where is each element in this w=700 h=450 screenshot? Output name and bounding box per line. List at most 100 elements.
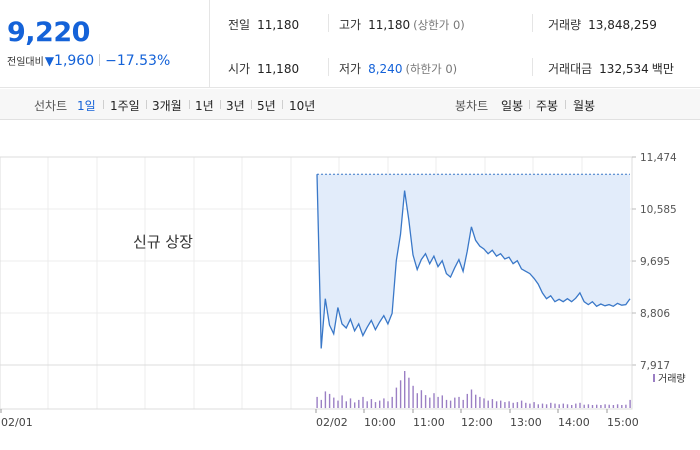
- down-arrow-icon: ▼: [44, 54, 55, 68]
- tab-10year[interactable]: 10년: [289, 99, 316, 113]
- x-tick-label: 13:00: [510, 416, 542, 429]
- stat-label: 거래대금: [548, 62, 593, 76]
- change-divider: [99, 54, 101, 66]
- volume-bar: [533, 402, 535, 408]
- tab-monthly-candle[interactable]: 월봉: [573, 99, 596, 113]
- x-tick-label: 15:00: [607, 416, 639, 429]
- volume-bar: [462, 399, 464, 408]
- stat-value: 11,180: [257, 62, 300, 76]
- stat-divider: [532, 58, 533, 76]
- volume-bar: [487, 400, 489, 408]
- price-area: [317, 174, 630, 349]
- volume-bar: [354, 402, 356, 408]
- stat-value: 13,848,259: [588, 18, 657, 32]
- tab-1year[interactable]: 1년: [195, 99, 214, 113]
- volume-bar: [583, 404, 585, 408]
- volume-bar: [391, 396, 393, 408]
- volume-bar: [483, 398, 485, 408]
- stat-value: 11,180: [257, 18, 300, 32]
- volume-bar: [616, 404, 619, 408]
- stat-label: 저가: [339, 62, 362, 76]
- volume-bar: [374, 402, 377, 408]
- volume-bar: [408, 377, 410, 408]
- volume-bar: [500, 400, 502, 408]
- volume-bar: [475, 394, 477, 408]
- price-chart: 신규 상장 11,474 10,585 9,695 8,806 7,917 거래량 02…: [0, 152, 686, 429]
- tab-3year[interactable]: 3년: [226, 99, 245, 113]
- volume-bar: [399, 380, 402, 409]
- volume-bar: [529, 403, 531, 408]
- quote-header: 9,220 전일대비▼1,960 −17.53% 전일 11,180 시가 11,18…: [0, 0, 700, 88]
- chart-tabbar: 선차트 1일 1주일 3개월 1년 3년 5년 10년 봉차트 일봉 주봉 월봉: [0, 89, 700, 120]
- y-tick-label: 11,474: [640, 152, 677, 164]
- volume-bar: [604, 404, 606, 408]
- volume-bar: [362, 396, 364, 408]
- volume-bar: [512, 402, 514, 408]
- volume-bar: [629, 399, 631, 408]
- stat-value: 132,534: [599, 62, 649, 76]
- volume-bar: [420, 390, 423, 408]
- current-price: 9,220: [7, 17, 90, 48]
- volume-bar: [337, 400, 339, 408]
- x-tick-label: 12:00: [461, 416, 493, 429]
- volume-bar: [550, 402, 552, 408]
- volume-bar: [445, 399, 448, 408]
- stat-value: 8,240: [368, 62, 403, 76]
- volume-bar: [491, 399, 494, 408]
- volume-bar: [558, 404, 560, 408]
- change-label: 전일대비: [7, 57, 44, 68]
- chart-annotation: 신규 상장: [133, 233, 193, 251]
- volume-bar: [441, 395, 443, 408]
- y-tick-label: 8,806: [640, 308, 670, 320]
- tab-5year[interactable]: 5년: [257, 99, 276, 113]
- volume-bar: [621, 405, 623, 408]
- volume-legend-swatch: [653, 374, 655, 382]
- volume-bar: [479, 396, 481, 408]
- stat-label: 전일: [228, 18, 251, 32]
- volume-bar: [537, 404, 539, 408]
- stat-divider: [532, 14, 533, 32]
- volume-legend-label: 거래량: [658, 373, 686, 385]
- tab-daily-candle[interactable]: 일봉: [501, 99, 524, 113]
- stat-volume: 거래량 13,848,259: [548, 16, 657, 33]
- x-tick-label: 14:00: [558, 416, 590, 429]
- stat-prev-close: 전일 11,180: [228, 16, 299, 33]
- stat-divider: [328, 14, 329, 32]
- stat-label: 시가: [228, 62, 251, 76]
- stat-low: 저가 8,240 (하한가 0): [339, 60, 457, 77]
- volume-bar: [495, 401, 498, 408]
- volume-bar: [545, 404, 548, 408]
- volume-bar: [612, 405, 615, 408]
- volume-bar: [349, 398, 352, 408]
- x-tick-label: 11:00: [413, 416, 445, 429]
- volume-bar: [587, 404, 590, 408]
- volume-bar: [504, 402, 506, 408]
- tab-3month[interactable]: 3개월: [152, 99, 182, 113]
- stat-note: (하한가 0): [405, 62, 458, 76]
- price-box: 9,220 전일대비▼1,960 −17.53%: [0, 0, 210, 88]
- stat-amount: 거래대금 132,534 백만: [548, 60, 674, 77]
- tab-divider: [220, 100, 221, 109]
- volume-bar: [596, 404, 598, 408]
- volume-bar: [625, 404, 627, 408]
- volume-bar: [575, 403, 577, 408]
- tab-divider: [146, 100, 147, 109]
- volume-bar: [562, 403, 564, 408]
- tab-divider: [565, 100, 566, 109]
- volume-bar: [324, 391, 327, 409]
- volume-bar: [554, 403, 556, 408]
- volume-bar: [600, 405, 602, 408]
- volume-bar: [341, 395, 343, 408]
- volume-bar: [416, 393, 418, 408]
- price-line: [316, 174, 631, 349]
- tab-1week[interactable]: 1주일: [110, 99, 140, 113]
- y-tick-label: 9,695: [640, 256, 670, 268]
- tab-1day[interactable]: 1일: [77, 99, 96, 113]
- tab-weekly-candle[interactable]: 주봉: [536, 99, 559, 113]
- tab-divider: [103, 100, 104, 109]
- x-axis-ticks: 02/01 02/02 10:00 11:00 12:00 13:00 14:00 15:00: [0, 409, 639, 429]
- volume-bar: [358, 399, 360, 408]
- volume-bar: [525, 402, 527, 408]
- volume-bar: [579, 402, 581, 408]
- volume-bar: [449, 400, 452, 408]
